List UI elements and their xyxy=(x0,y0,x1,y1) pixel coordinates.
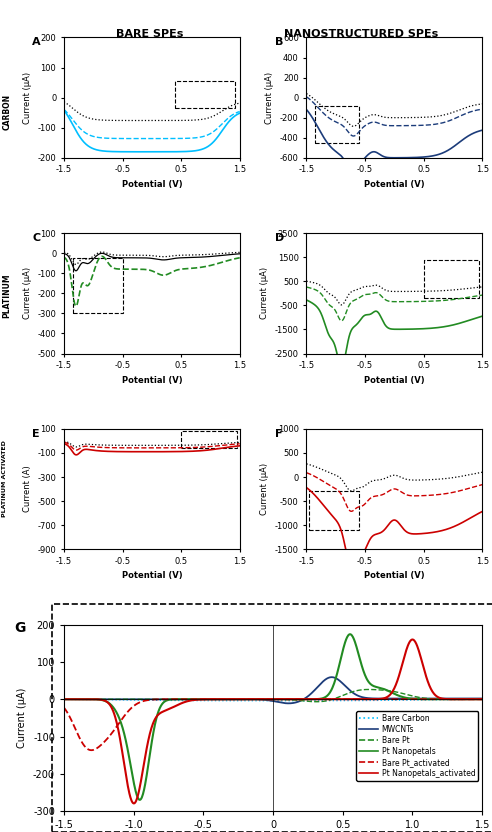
Bar xyxy=(73,258,123,314)
Text: BARE SPEs: BARE SPEs xyxy=(117,29,184,39)
Text: B: B xyxy=(275,37,283,47)
Text: E: E xyxy=(32,428,40,438)
Text: C: C xyxy=(32,233,40,243)
Text: PLATINUM ACTIVATED: PLATINUM ACTIVATED xyxy=(2,440,7,517)
Bar xyxy=(315,106,359,143)
Y-axis label: Current (μA): Current (μA) xyxy=(265,72,275,124)
X-axis label: Potential (V): Potential (V) xyxy=(122,180,182,189)
X-axis label: Potential (V): Potential (V) xyxy=(122,572,182,581)
Text: F: F xyxy=(275,428,282,438)
Text: NANOSTRUCTURED SPEs: NANOSTRUCTURED SPEs xyxy=(284,29,439,39)
Legend: Bare Carbon, MWCNTs, Bare Pt, Pt Nanopetals, Bare Pt_activated, Pt Nanopetals_ac: Bare Carbon, MWCNTs, Bare Pt, Pt Nanopet… xyxy=(356,711,478,780)
X-axis label: Potential (V): Potential (V) xyxy=(122,376,182,384)
X-axis label: Potential (V): Potential (V) xyxy=(364,180,425,189)
Bar xyxy=(181,431,237,448)
Text: G: G xyxy=(14,621,25,635)
Bar xyxy=(175,81,235,108)
Text: CARBON: CARBON xyxy=(2,94,11,131)
Bar xyxy=(309,492,359,530)
X-axis label: Potential (V): Potential (V) xyxy=(364,376,425,384)
Y-axis label: Current (μA): Current (μA) xyxy=(260,267,269,319)
Text: A: A xyxy=(32,37,41,47)
Y-axis label: Current (μA): Current (μA) xyxy=(17,688,28,748)
Y-axis label: Current (μA): Current (μA) xyxy=(23,267,32,319)
Text: PLATINUM: PLATINUM xyxy=(2,273,11,318)
Text: D: D xyxy=(275,233,284,243)
Y-axis label: Current (μA): Current (μA) xyxy=(260,463,269,515)
Y-axis label: Current (A): Current (A) xyxy=(23,466,32,513)
Bar xyxy=(424,260,479,298)
Y-axis label: Current (μA): Current (μA) xyxy=(23,72,32,124)
X-axis label: Potential (V): Potential (V) xyxy=(364,572,425,581)
